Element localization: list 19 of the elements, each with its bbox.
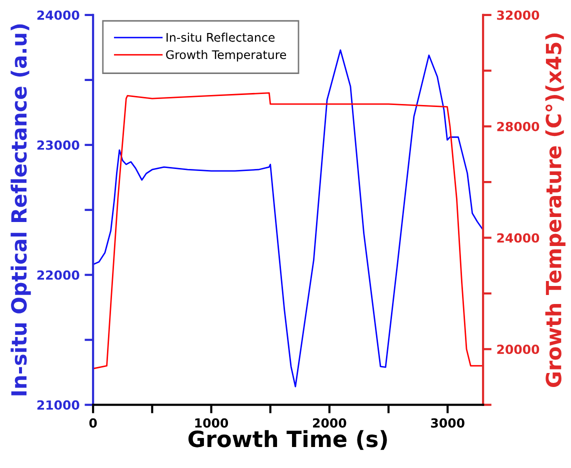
y2-tick-label: 28000 bbox=[497, 122, 540, 132]
x-tick-label: 1000 bbox=[195, 418, 228, 428]
y-tick-label: 23000 bbox=[37, 140, 80, 150]
y-axis-title: In-situ Optical Reflectance (a.u) bbox=[10, 24, 31, 396]
y-tick-label: 24000 bbox=[37, 10, 80, 20]
legend-label: Growth Temperature bbox=[166, 50, 286, 62]
legend-label: In-situ Reflectance bbox=[166, 32, 275, 42]
line-series bbox=[93, 49, 484, 388]
x-tick-label: 2000 bbox=[313, 418, 346, 428]
y2-tick-label: 24000 bbox=[497, 233, 540, 243]
x-axis-title: Growth Time (s) bbox=[188, 430, 387, 450]
y2-tick-label: 20000 bbox=[497, 344, 540, 354]
x-tick-label: 0 bbox=[89, 418, 97, 428]
y-tick-label: 21000 bbox=[37, 400, 80, 410]
y2-axis-title: Growth Temperature (C°)(x45) bbox=[545, 34, 566, 388]
line-series bbox=[93, 92, 484, 370]
x-tick-label: 3000 bbox=[431, 418, 464, 428]
y2-tick-label: 32000 bbox=[497, 10, 540, 20]
y-tick-label: 22000 bbox=[37, 270, 80, 280]
